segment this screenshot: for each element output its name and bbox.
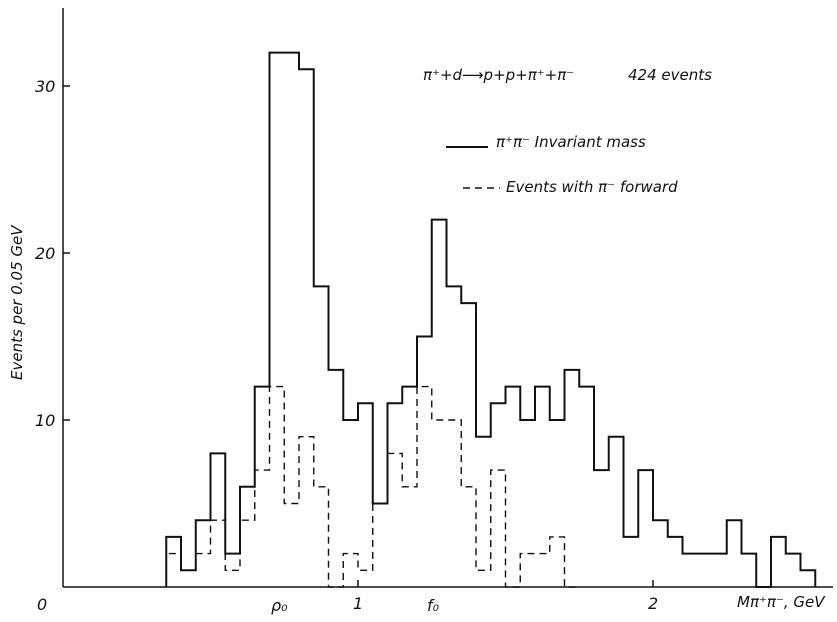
legend-dashed-label: Events with π⁻ forward (506, 178, 678, 196)
y-tick-label: 10 (35, 411, 55, 430)
series-invariant-mass-line (165, 51, 817, 588)
x-tick-label: 2 (648, 594, 658, 613)
legend: π⁺π⁻ Invariant mass Events with π⁻ forwa… (446, 133, 678, 196)
y-axis-label: Events per 0.05 GeV (8, 224, 26, 380)
reaction-annotation: π⁺+d⟶p+p+π⁺+π⁻ (423, 66, 574, 84)
x-axis-label: Mπ⁺π⁻, GeV (737, 593, 826, 611)
legend-solid-label: π⁺π⁻ Invariant mass (496, 133, 646, 151)
y-tick-label: 20 (35, 244, 55, 263)
resonance-label-f: f₀ (427, 596, 440, 615)
y-tick-label: 30 (35, 77, 55, 96)
event-count-annotation: 424 events (628, 66, 712, 84)
resonance-label-rho: ρ₀ (271, 596, 288, 615)
y-ticks: 10 20 30 (35, 77, 70, 430)
x-tick-label: 1 (353, 594, 363, 613)
x-tick-label-0: 0 (37, 595, 47, 614)
series-pi-minus-forward-line (165, 385, 580, 588)
